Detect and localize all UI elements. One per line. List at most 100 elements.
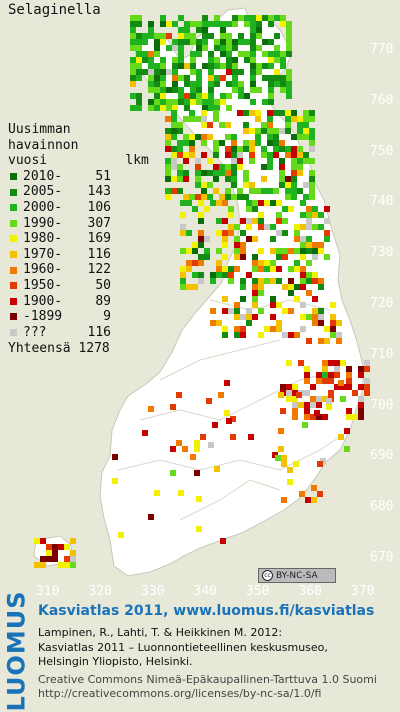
occurrence-square (281, 461, 287, 467)
occurrence-square (256, 27, 262, 33)
occurrence-square (286, 87, 292, 93)
occurrence-square (198, 260, 204, 266)
occurrence-square (182, 446, 188, 452)
occurrence-square (154, 69, 160, 75)
occurrence-square (202, 39, 208, 45)
occurrence-square (250, 75, 256, 81)
occurrence-square (291, 116, 297, 122)
occurrence-square (334, 366, 340, 372)
occurrence-square (171, 146, 177, 152)
occurrence-square (200, 434, 206, 440)
occurrence-square (256, 87, 262, 93)
occurrence-square (276, 200, 282, 206)
occurrence-square (264, 278, 270, 284)
occurrence-square (194, 446, 200, 452)
legend-swatch (10, 204, 17, 212)
citation-line-1: Lampinen, R., Lahti, T. & Heikkinen M. 2… (38, 626, 283, 639)
occurrence-square (294, 296, 300, 302)
occurrence-square (300, 302, 306, 308)
occurrence-square (291, 188, 297, 194)
occurrence-square (280, 51, 286, 57)
occurrence-square (136, 33, 142, 39)
occurrence-square (270, 278, 276, 284)
occurrence-square (219, 122, 225, 128)
occurrence-square (273, 146, 279, 152)
occurrence-square (202, 27, 208, 33)
occurrence-square (225, 164, 231, 170)
occurrence-square (222, 296, 228, 302)
occurrence-square (160, 15, 166, 21)
occurrence-square (172, 45, 178, 51)
occurrence-square (196, 45, 202, 51)
occurrence-square (190, 454, 196, 460)
occurrence-square (264, 266, 270, 272)
occurrence-square (273, 110, 279, 116)
occurrence-square (252, 302, 258, 308)
occurrence-square (238, 51, 244, 57)
occurrence-square (237, 146, 243, 152)
legend-header-line: vuosi lkm (8, 153, 149, 169)
occurrence-square (282, 254, 288, 260)
occurrence-square (219, 164, 225, 170)
occurrence-square (166, 87, 172, 93)
occurrence-square (364, 360, 370, 366)
occurrence-square (286, 33, 292, 39)
occurrence-square (324, 206, 330, 212)
occurrence-square (220, 21, 226, 27)
occurrence-square (326, 404, 332, 410)
occurrence-square (364, 366, 370, 372)
occurrence-square (232, 87, 238, 93)
occurrence-square (40, 562, 46, 568)
occurrence-square (216, 320, 222, 326)
occurrence-square (300, 314, 306, 320)
occurrence-square (207, 182, 213, 188)
occurrence-square (52, 550, 58, 556)
occurrence-square (183, 158, 189, 164)
occurrence-square (172, 21, 178, 27)
occurrence-square (202, 93, 208, 99)
occurrence-square (189, 140, 195, 146)
occurrence-square (249, 110, 255, 116)
occurrence-square (309, 176, 315, 182)
occurrence-square (171, 134, 177, 140)
occurrence-square (198, 242, 204, 248)
occurrence-square (324, 218, 330, 224)
legend-row: 1960- 122 (8, 262, 149, 278)
occurrence-square (276, 254, 282, 260)
occurrence-square (208, 93, 214, 99)
legend-label: ??? (23, 324, 47, 340)
legend-label: 1960- (23, 262, 63, 278)
occurrence-square (240, 296, 246, 302)
occurrence-square (226, 418, 232, 424)
occurrence-square (244, 21, 250, 27)
occurrence-square (198, 254, 204, 260)
occurrence-square (249, 182, 255, 188)
occurrence-square (183, 170, 189, 176)
occurrence-square (177, 140, 183, 146)
license-url[interactable]: http://creativecommons.org/licenses/by-n… (38, 687, 322, 700)
occurrence-square (270, 248, 276, 254)
occurrence-square (302, 422, 308, 428)
occurrence-square (286, 39, 292, 45)
occurrence-square (198, 218, 204, 224)
occurrence-square (306, 260, 312, 266)
occurrence-square (297, 170, 303, 176)
occurrence-square (196, 75, 202, 81)
occurrence-square (358, 366, 364, 372)
occurrence-square (268, 87, 274, 93)
legend-swatch (10, 329, 17, 337)
occurrence-square (220, 39, 226, 45)
occurrence-square (228, 278, 234, 284)
occurrence-square (276, 320, 282, 326)
occurrence-square (148, 75, 154, 81)
atlas-title-link[interactable]: Kasviatlas 2011, www.luomus.fi/kasviatla… (38, 603, 375, 619)
occurrence-square (270, 260, 276, 266)
occurrence-square (322, 372, 328, 378)
occurrence-square (306, 290, 312, 296)
occurrence-square (286, 360, 292, 366)
occurrence-square (285, 116, 291, 122)
occurrence-square (246, 236, 252, 242)
occurrence-square (154, 45, 160, 51)
occurrence-square (256, 21, 262, 27)
occurrence-square (172, 99, 178, 105)
